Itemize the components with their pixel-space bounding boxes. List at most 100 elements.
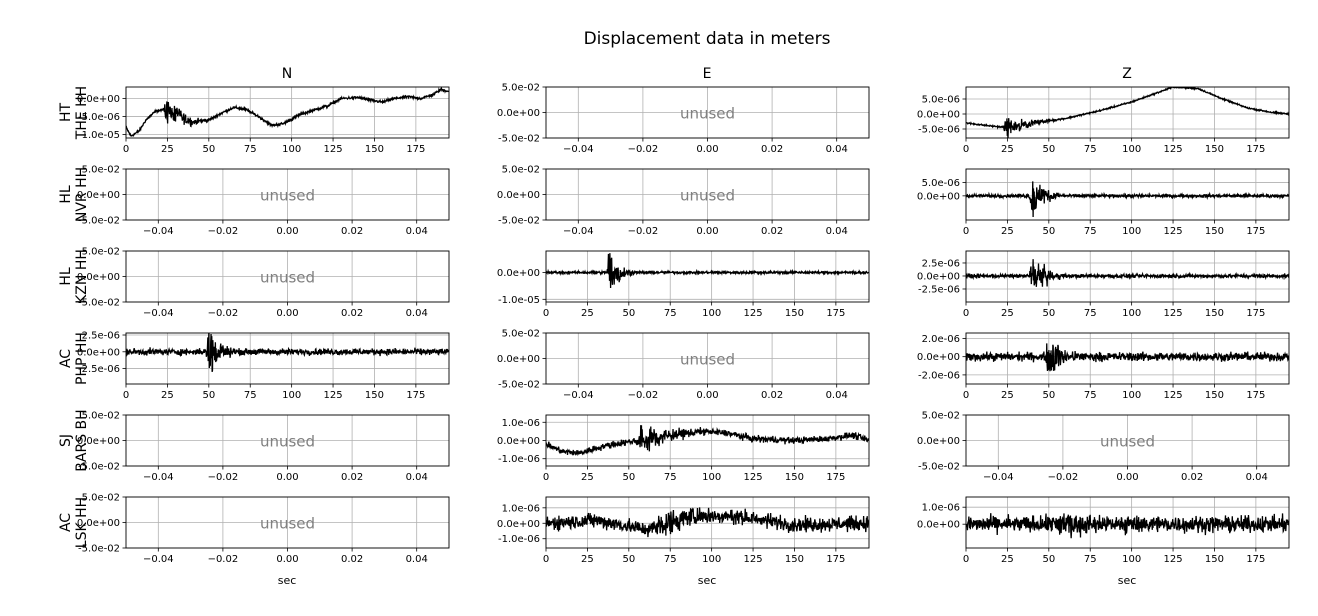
x-tick-label: 0.00	[276, 308, 298, 319]
panel-r1-e: −0.04 −0.02 0.00 0.02 0.04 5.0e-02 0.0e+00 -5.0…	[497, 165, 870, 237]
x-tick-label: 150	[365, 390, 384, 401]
column-title-n: N	[282, 66, 292, 82]
x-tick-label: −0.02	[208, 554, 239, 565]
y-tick-label: 0.0e+00	[917, 191, 960, 202]
panel-r2-z: 0 25 50 75 100 125 150 175 2.5e-06 0.0e+00 -2.5e-0…	[917, 250, 1290, 319]
x-tick-label: −0.02	[208, 308, 239, 319]
waveform-trace	[966, 343, 1289, 372]
waveform-trace	[546, 425, 869, 457]
x-tick-label: −0.04	[143, 226, 174, 237]
x-tick-label: 125	[744, 472, 763, 483]
x-tick-label: 50	[1042, 308, 1055, 319]
axes-frame	[965, 496, 1290, 549]
x-tick-label: −0.02	[208, 226, 239, 237]
x-tick-label: 75	[664, 472, 677, 483]
y-tick-label: 0.0e+00	[497, 190, 540, 201]
x-tick-label: 175	[826, 308, 845, 319]
x-tick-label: 175	[1246, 308, 1265, 319]
x-tick-label: 0.02	[341, 226, 363, 237]
x-tick-label: 25	[581, 472, 594, 483]
y-tick-label: -5.0e-02	[498, 134, 540, 145]
x-tick-label: 0.04	[826, 390, 848, 401]
x-tick-label: 125	[1164, 144, 1183, 155]
panel-r3-z: 0 25 50 75 100 125 150 175 2.0e-06 0.0e+00 -2.0e-0…	[917, 332, 1290, 401]
x-tick-label: −0.04	[143, 472, 174, 483]
panel-r4-z: −0.04 −0.02 0.00 0.02 0.04 5.0e-02 0.0e+00 -5.0…	[917, 411, 1290, 483]
panel-r4-e: 0 25 50 75 100 125 150 175 1.0e-06 0.0e+00 -1.0e-0…	[497, 414, 870, 483]
y-tick-label: -5.0e-02	[498, 380, 540, 391]
panel-r3-n: 0 25 50 75 100 125 150 175 2.5e-06 0.0e+00 -2.5e-0…	[58, 331, 450, 401]
x-tick-label: 50	[1042, 144, 1055, 155]
x-tick-label: 100	[1122, 554, 1141, 565]
panel-r2-e: 0 25 50 75 100 125 150 175 0.0e+00 -1.0e-05	[497, 250, 870, 319]
x-tick-label: 175	[1246, 144, 1265, 155]
y-tick-label: -1.0e-05	[78, 130, 120, 141]
panel-r4-n: −0.04 −0.02 0.00 0.02 0.04 5.0e-02 0.0e+00 -5.0…	[58, 409, 450, 483]
x-axis-label-n: sec	[278, 574, 297, 587]
waveform-trace	[966, 87, 1289, 138]
y-tick-label: -2.0e-06	[918, 370, 960, 381]
unused-label: unused	[260, 187, 315, 205]
panel-r5-z: 0 25 50 75 100 125 150 175 1.0e-06 0.0e+00	[917, 496, 1290, 565]
station-network-label: HT	[58, 103, 74, 123]
y-tick-label: 0.0e+00	[497, 354, 540, 365]
x-tick-label: 0.00	[696, 226, 718, 237]
panel-r0-z: 0 25 50 75 100 125 150 175 5.0e-06 0.0e+00 -5.0e-0…	[917, 86, 1290, 155]
waveform-trace	[966, 259, 1289, 287]
unused-label: unused	[260, 515, 315, 533]
x-tick-label: 75	[1084, 390, 1097, 401]
station-network-label: AC	[58, 513, 74, 532]
y-tick-label: 0.0e+00	[77, 347, 120, 358]
x-tick-label: 100	[1122, 390, 1141, 401]
station-code-label: LSK HH	[74, 497, 90, 548]
y-tick-label: 5.0e-06	[922, 178, 960, 189]
x-tick-label: 150	[1205, 390, 1224, 401]
station-network-label: HL	[58, 267, 74, 286]
figure-title: Displacement data in meters	[584, 29, 831, 49]
x-tick-label: 75	[1084, 226, 1097, 237]
x-tick-label: −0.04	[563, 390, 594, 401]
x-tick-label: 100	[702, 554, 721, 565]
x-tick-label: 125	[744, 308, 763, 319]
x-tick-label: 0	[123, 144, 129, 155]
y-tick-label: 1.0e-06	[922, 503, 960, 514]
x-tick-label: 100	[702, 308, 721, 319]
x-tick-label: 0.02	[1181, 472, 1203, 483]
axes-frame	[125, 332, 450, 385]
x-tick-label: 0.00	[276, 554, 298, 565]
axes-frame	[545, 250, 870, 303]
y-tick-label: 5.0e-02	[82, 411, 120, 422]
x-tick-label: 150	[785, 554, 804, 565]
x-tick-label: 50	[622, 308, 635, 319]
x-tick-label: 0.00	[1116, 472, 1138, 483]
unused-label: unused	[1100, 433, 1155, 451]
x-tick-label: 50	[622, 554, 635, 565]
x-tick-label: −0.02	[628, 390, 659, 401]
x-tick-label: 175	[1246, 554, 1265, 565]
column-title-z: Z	[1122, 66, 1132, 82]
x-tick-label: 0.02	[761, 390, 783, 401]
waveform-trace	[126, 333, 449, 373]
x-tick-label: 100	[1122, 226, 1141, 237]
x-tick-label: 0.04	[406, 554, 428, 565]
station-code-label: PHP HH	[74, 332, 90, 385]
x-tick-label: 0	[963, 226, 969, 237]
x-axis-label-e: sec	[698, 574, 717, 587]
y-tick-label: 0.0e+00	[497, 108, 540, 119]
y-tick-label: 0.0e+00	[917, 436, 960, 447]
y-tick-label: -1.0e-06	[498, 534, 540, 545]
axes-frame	[965, 168, 1290, 221]
x-tick-label: 50	[622, 472, 635, 483]
x-tick-label: 25	[161, 144, 174, 155]
unused-label: unused	[680, 351, 735, 369]
x-tick-label: 25	[1001, 554, 1014, 565]
y-tick-label: 0.0e+00	[77, 272, 120, 283]
x-tick-label: 75	[664, 308, 677, 319]
y-tick-label: 5.0e-02	[82, 165, 120, 176]
x-tick-label: 25	[1001, 390, 1014, 401]
x-tick-label: 150	[785, 472, 804, 483]
y-tick-label: -1.0e-06	[498, 454, 540, 465]
y-tick-label: 5.0e-06	[922, 95, 960, 106]
x-tick-label: 50	[202, 390, 215, 401]
axes-frame	[125, 496, 450, 549]
